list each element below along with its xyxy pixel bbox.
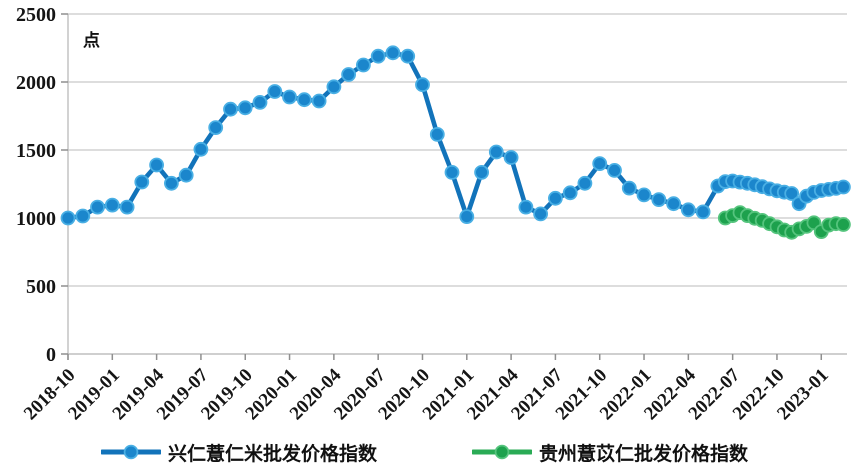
- data-point-marker: [252, 95, 268, 110]
- legend-item-guizhou: 贵州薏苡仁批发价格指数: [472, 437, 748, 467]
- data-point-marker: [193, 141, 209, 157]
- data-point-marker: [355, 57, 371, 73]
- data-point-marker: [267, 84, 283, 99]
- data-point-marker: [836, 217, 851, 232]
- data-point-marker: [400, 48, 416, 64]
- y-tick-label: 2500: [16, 4, 56, 26]
- data-point-marker: [134, 174, 150, 190]
- data-point-marker: [503, 150, 519, 165]
- data-point-marker: [784, 186, 800, 201]
- data-point-marker: [592, 156, 608, 172]
- series-line-0: [65, 50, 846, 221]
- data-point-marker: [104, 197, 120, 213]
- data-point-marker: [488, 144, 504, 160]
- y-tick-label: 1500: [16, 140, 56, 162]
- y-tick-label: 500: [26, 276, 56, 298]
- data-point-marker: [311, 93, 327, 109]
- data-point-marker: [636, 187, 652, 203]
- data-point-marker: [429, 126, 445, 142]
- data-point-marker: [208, 120, 224, 135]
- y-axis-unit-label: 点: [83, 30, 100, 50]
- data-point-marker: [695, 204, 711, 220]
- data-point-marker: [178, 167, 194, 183]
- data-point-marker: [562, 185, 578, 201]
- data-point-marker: [223, 101, 238, 117]
- data-point-marker: [296, 92, 312, 108]
- data-point-marker: [119, 199, 135, 215]
- data-point-marker: [621, 180, 637, 196]
- data-point-marker: [651, 192, 667, 208]
- data-point-marker: [282, 89, 297, 105]
- data-point-marker: [680, 202, 696, 218]
- data-point-marker: [607, 162, 622, 178]
- data-point-marker: [90, 199, 105, 215]
- data-point-marker: [444, 164, 460, 180]
- data-point-marker: [518, 199, 534, 215]
- y-tick-label: 1000: [16, 208, 56, 230]
- data-point-marker: [385, 45, 401, 61]
- data-point-marker: [474, 164, 490, 180]
- y-tick-label: 0: [46, 344, 56, 366]
- y-tick-label: 2000: [16, 72, 56, 94]
- data-point-marker: [666, 196, 681, 212]
- legend-label-guizhou: 贵州薏苡仁批发价格指数: [539, 443, 749, 465]
- data-point-marker: [75, 208, 91, 224]
- data-point-marker: [149, 157, 165, 173]
- data-point-marker: [341, 67, 357, 82]
- chart-canvas: 0 500 1000 1500 2000 2500 2018-102019-012019-…: [16, 4, 851, 424]
- data-point-marker: [163, 175, 179, 191]
- data-point-marker: [60, 210, 76, 226]
- data-point-marker: [533, 206, 548, 222]
- gridlines: [68, 13, 847, 287]
- x-axis-labels: 2018-102019-012019-042019-072019-102020-…: [20, 364, 833, 424]
- data-point-marker: [836, 179, 851, 195]
- data-point-marker: [326, 79, 342, 95]
- data-point-marker: [237, 100, 253, 116]
- axes: [61, 13, 847, 360]
- data-point-marker: [415, 77, 430, 93]
- y-axis-labels: 0 500 1000 1500 2000 2500: [16, 4, 56, 366]
- blue-series-legend-marker: [101, 444, 161, 460]
- data-point-marker: [577, 175, 593, 191]
- legend-label-xingren: 兴仁薏仁米批发价格指数: [168, 443, 378, 465]
- data-point-marker: [370, 48, 386, 64]
- legend-item-xingren: 兴仁薏仁米批发价格指数: [101, 437, 377, 467]
- series-group: [60, 45, 851, 240]
- data-point-marker: [459, 209, 475, 225]
- green-series-legend-marker: [472, 444, 532, 460]
- data-point-marker: [548, 190, 563, 206]
